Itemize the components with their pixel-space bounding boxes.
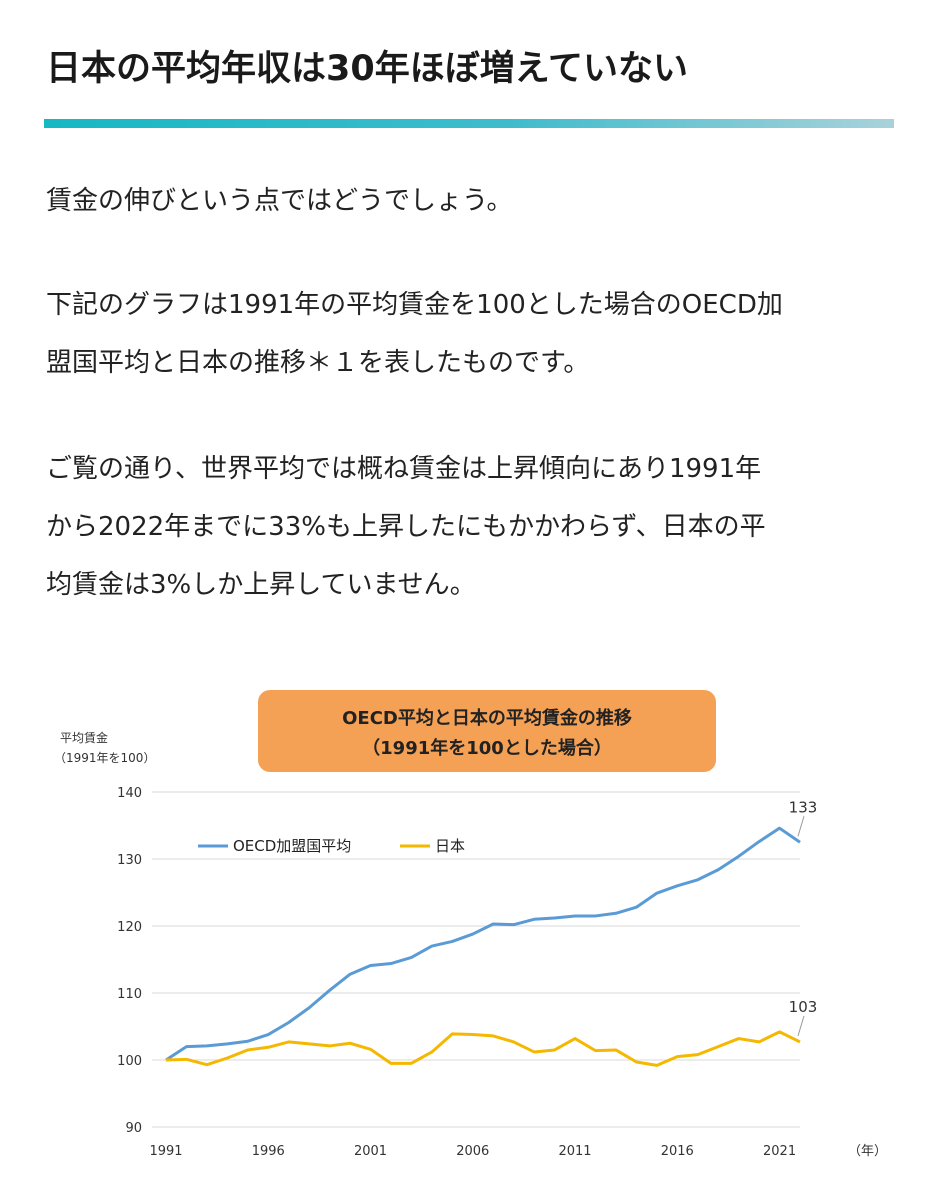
x-axis-ticks: 1991 1996 2001 2006 2011 2016 2021 [149,1144,796,1159]
y-axis-label: 平均賃金 [60,730,108,745]
legend-label-oecd: OECD加盟国平均 [233,837,351,855]
y-tick-label: 110 [117,987,142,1002]
paragraph-line: 均賃金は3%しか上昇していません。 [46,570,476,600]
y-axis-ticks: 90 100 110 120 130 140 [117,786,142,1136]
x-tick-label: 2006 [456,1144,489,1159]
x-tick-label: 1991 [149,1144,182,1159]
x-tick-label: 2011 [558,1144,591,1159]
annotation-leader [797,1015,805,1037]
annotations: 133 103 [789,798,818,1037]
y-tick-label: 90 [125,1121,142,1136]
oecd-line [165,826,801,1062]
y-tick-label: 140 [117,786,142,801]
paragraph-line: 賃金の伸びという点ではどうでしょう。 [46,186,513,216]
annotation-label: 133 [789,798,818,816]
chart-title-box [258,690,716,772]
y-tick-label: 100 [117,1054,142,1069]
x-tick-label: 2016 [661,1144,694,1159]
chart-title: OECD平均と日本の平均賃金の推移 [342,708,632,729]
paragraph-line: から2022年までに33%も上昇したにもかかわらず、日本の平 [46,512,766,542]
paragraph-intro: 賃金の伸びという点ではどうでしょう。 [46,172,512,230]
y-tick-label: 120 [117,920,142,935]
y-axis-label-unit: （1991年を100） [54,751,155,765]
page-title: 日本の平均年収は30年ほぼ増えていない [46,49,688,89]
chart-subtitle: （1991年を100とした場合） [362,738,612,759]
legend: OECD加盟国平均 日本 [198,837,465,855]
x-tick-label: 1996 [252,1144,285,1159]
paragraph-line: ご覧の通り、世界平均では概ね賃金は上昇傾向にあり1991年 [46,454,762,484]
paragraph-chart-description: 下記のグラフは1991年の平均賃金を100とした場合のOECD加 盟国平均と日本… [46,276,783,392]
title-underline [44,119,894,128]
paragraph-line: 下記のグラフは1991年の平均賃金を100とした場合のOECD加 [46,290,783,320]
grid-lines [152,791,800,1128]
legend-label-japan: 日本 [435,837,465,855]
paragraph-summary: ご覧の通り、世界平均では概ね賃金は上昇傾向にあり1991年 から2022年までに… [46,440,766,614]
x-tick-label: 2001 [354,1144,387,1159]
x-axis-label: （年） [848,1144,887,1159]
annotation-leader [797,816,805,837]
japan-line [165,1030,801,1067]
series-lines [165,826,801,1067]
x-tick-label: 2021 [763,1144,796,1159]
annotation-label: 103 [789,998,818,1016]
y-tick-label: 130 [117,853,142,868]
paragraph-line: 盟国平均と日本の推移＊１を表したものです。 [46,348,590,378]
